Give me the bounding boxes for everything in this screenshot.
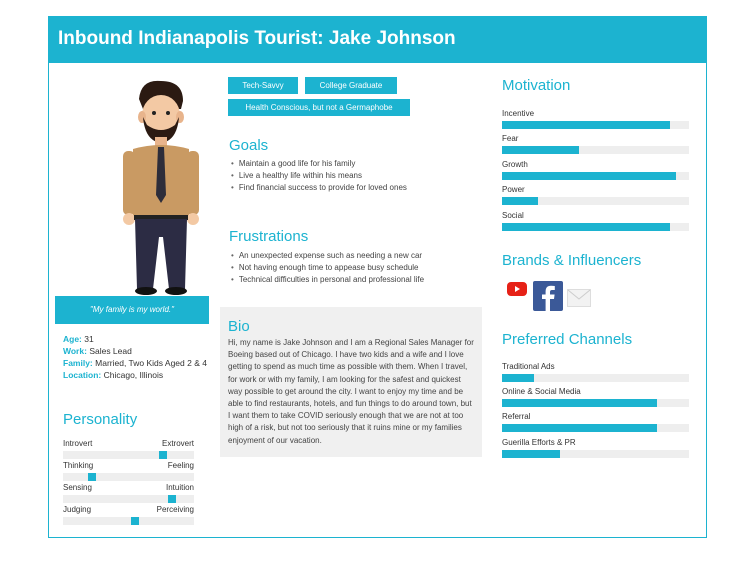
location-label: Location: [63,370,102,380]
motivation-bar [502,146,689,154]
motivation-bar [502,197,689,205]
personality-knob [131,517,139,525]
personality-knob [88,473,96,481]
motivation-label: Incentive [502,109,535,118]
motivation-label: Fear [502,134,519,143]
motivation-fill [502,146,579,154]
tag-college-graduate: College Graduate [305,77,397,94]
channel-label: Guerilla Efforts & PR [502,438,576,447]
personality-slider [63,495,194,503]
goals-list: Maintain a good life for his family Live… [231,158,471,194]
family-value: Married, Two Kids Aged 2 & 4 [95,358,207,368]
bio-title: Bio [228,318,250,335]
header-bar: Inbound Indianapolis Tourist: Jake Johns… [49,17,706,63]
tag-tech-savvy: Tech-Savvy [228,77,298,94]
frustrations-title: Frustrations [229,228,309,245]
personality-left-label: Judging [63,505,92,514]
location-value: Chicago, Illinois [103,370,164,380]
channel-bar [502,424,689,432]
youtube-icon [507,282,527,296]
persona-quote: "My family is my world." [55,296,209,324]
motivation-bar [502,121,689,129]
list-item: Find financial success to provide for lo… [231,182,471,194]
list-item: An unexpected expense such as needing a … [231,250,481,262]
bio-panel: Bio Hi, my name is Jake Johnson and I am… [220,307,482,457]
motivation-label: Growth [502,160,528,169]
persona-card: Inbound Indianapolis Tourist: Jake Johns… [48,16,707,538]
goals-title: Goals [229,137,269,154]
avatar [123,80,199,295]
channel-fill [502,450,560,458]
brands-title: Brands & Influencers [502,252,642,269]
work-label: Work: [63,346,87,356]
personality-right-label: Extrovert [161,439,194,448]
personality-slider [63,517,194,525]
persona-info: Age: 31 Work: Sales Lead Family: Married… [63,333,213,381]
personality-right-label: Intuition [165,483,194,492]
tag-health-conscious: Health Conscious, but not a Germaphobe [228,99,410,116]
motivation-label: Power [502,185,525,194]
channel-bar [502,374,689,382]
list-item: Maintain a good life for his family [231,158,471,170]
age-label: Age: [63,334,82,344]
list-item: Live a healthy life within his means [231,170,471,182]
channel-label: Online & Social Media [502,387,581,396]
channel-label: Referral [502,412,531,421]
personality-slider [63,451,194,459]
facebook-icon [533,281,563,311]
personality-right-label: Perceiving [156,505,194,514]
personality-left-label: Sensing [63,483,92,492]
personality-right-label: Feeling [167,461,194,470]
email-icon [567,289,591,307]
channel-bar [502,399,689,407]
channel-fill [502,374,534,382]
motivation-bar [502,223,689,231]
channel-bar [502,450,689,458]
channel-fill [502,399,658,407]
motivation-fill [502,121,671,129]
list-item: Not having enough time to appease busy s… [231,262,481,274]
work-value: Sales Lead [89,346,132,356]
age-value: 31 [84,334,94,344]
channels-title: Preferred Channels [502,331,633,348]
family-label: Family: [63,358,93,368]
motivation-fill [502,197,538,205]
channel-label: Traditional Ads [502,362,555,371]
frustrations-list: An unexpected expense such as needing a … [231,250,481,286]
personality-left-label: Thinking [63,461,94,470]
personality-slider [63,473,194,481]
page-title: Inbound Indianapolis Tourist: Jake Johns… [58,28,456,49]
motivation-bar [502,172,689,180]
personality-knob [159,451,167,459]
bio-text: Hi, my name is Jake Johnson and I am a R… [228,338,474,445]
motivation-fill [502,223,671,231]
motivation-fill [502,172,676,180]
motivation-title: Motivation [502,77,571,94]
personality-left-label: Introvert [63,439,93,448]
personality-knob [168,495,176,503]
personality-title: Personality [63,411,138,428]
motivation-label: Social [502,211,524,220]
channel-fill [502,424,658,432]
list-item: Technical difficulties in personal and p… [231,274,481,286]
